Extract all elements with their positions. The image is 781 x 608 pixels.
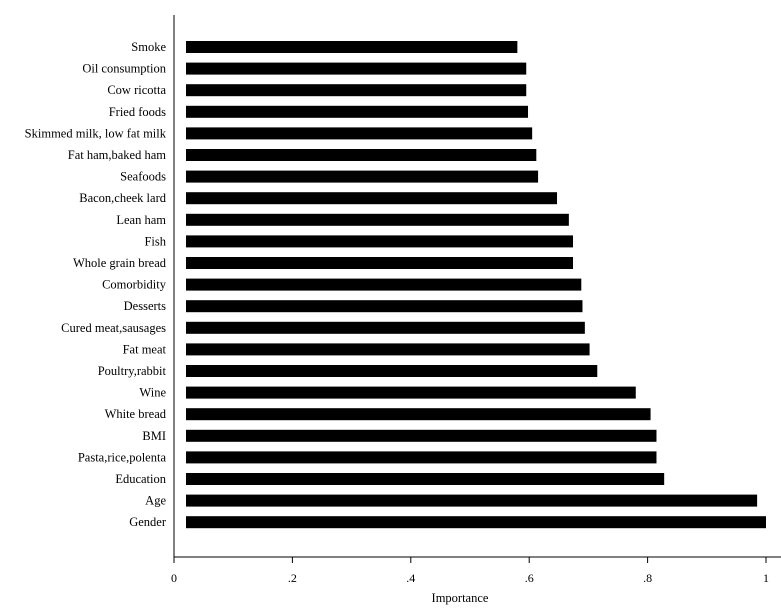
bar-10 bbox=[186, 257, 574, 269]
bar-1 bbox=[186, 62, 527, 75]
bar-8 bbox=[186, 213, 569, 226]
bar-22 bbox=[186, 516, 766, 529]
bar-15 bbox=[186, 365, 598, 377]
category-label-1: Oil consumption bbox=[82, 62, 166, 76]
category-label-21: Age bbox=[145, 494, 166, 508]
bar-5 bbox=[186, 149, 537, 161]
category-label-3: Fried foods bbox=[109, 105, 166, 119]
x-tick-label-4: .8 bbox=[643, 571, 652, 585]
category-label-15: Poultry,rabbit bbox=[98, 364, 167, 378]
bar-11 bbox=[186, 278, 582, 291]
bar-21 bbox=[186, 494, 758, 507]
bar-3 bbox=[186, 105, 529, 118]
bar-7 bbox=[186, 192, 558, 205]
category-label-19: Pasta,rice,polenta bbox=[78, 450, 167, 464]
category-label-6: Seafoods bbox=[120, 170, 166, 184]
x-tick-label-1: .2 bbox=[288, 571, 297, 585]
x-axis-title: Importance bbox=[432, 591, 489, 605]
category-label-2: Cow ricotta bbox=[107, 83, 166, 97]
bar-14 bbox=[186, 343, 590, 356]
bar-9 bbox=[186, 235, 574, 248]
bar-12 bbox=[186, 300, 583, 313]
x-tick-label-0: 0 bbox=[171, 571, 177, 585]
bar-20 bbox=[186, 473, 665, 485]
x-tick-label-2: .4 bbox=[406, 571, 415, 585]
bar-0 bbox=[186, 41, 518, 53]
category-label-11: Comorbidity bbox=[102, 278, 167, 292]
category-label-16: Wine bbox=[139, 386, 166, 400]
category-label-22: Gender bbox=[129, 515, 167, 529]
x-tick-label-5: 1 bbox=[763, 571, 769, 585]
category-label-14: Fat meat bbox=[123, 342, 167, 356]
bar-2 bbox=[186, 84, 527, 97]
category-label-0: Smoke bbox=[131, 40, 166, 54]
category-label-7: Bacon,cheek lard bbox=[79, 191, 167, 205]
category-label-13: Cured meat,sausages bbox=[61, 321, 166, 335]
category-label-18: BMI bbox=[142, 429, 166, 443]
x-ticks-group: 0 .2 .4 .6 .8 1 bbox=[171, 557, 769, 585]
bar-16 bbox=[186, 386, 636, 399]
category-label-9: Fish bbox=[144, 234, 166, 248]
bar-6 bbox=[186, 170, 539, 183]
bar-4 bbox=[186, 127, 533, 140]
category-label-10: Whole grain bread bbox=[73, 256, 167, 270]
bar-13 bbox=[186, 321, 585, 334]
category-label-20: Education bbox=[115, 472, 166, 486]
bar-19 bbox=[186, 451, 657, 464]
category-label-4: Skimmed milk, low fat milk bbox=[25, 126, 167, 140]
category-label-17: White bread bbox=[105, 407, 167, 421]
bar-18 bbox=[186, 429, 657, 442]
category-label-8: Lean ham bbox=[116, 213, 166, 227]
bars-group bbox=[186, 41, 766, 529]
category-labels-group: Smoke Oil consumption Cow ricotta Fried foo… bbox=[25, 40, 167, 529]
category-label-5: Fat ham,baked ham bbox=[68, 148, 167, 162]
bar-17 bbox=[186, 408, 651, 421]
x-tick-label-3: .6 bbox=[525, 571, 534, 585]
category-label-12: Desserts bbox=[124, 299, 166, 313]
